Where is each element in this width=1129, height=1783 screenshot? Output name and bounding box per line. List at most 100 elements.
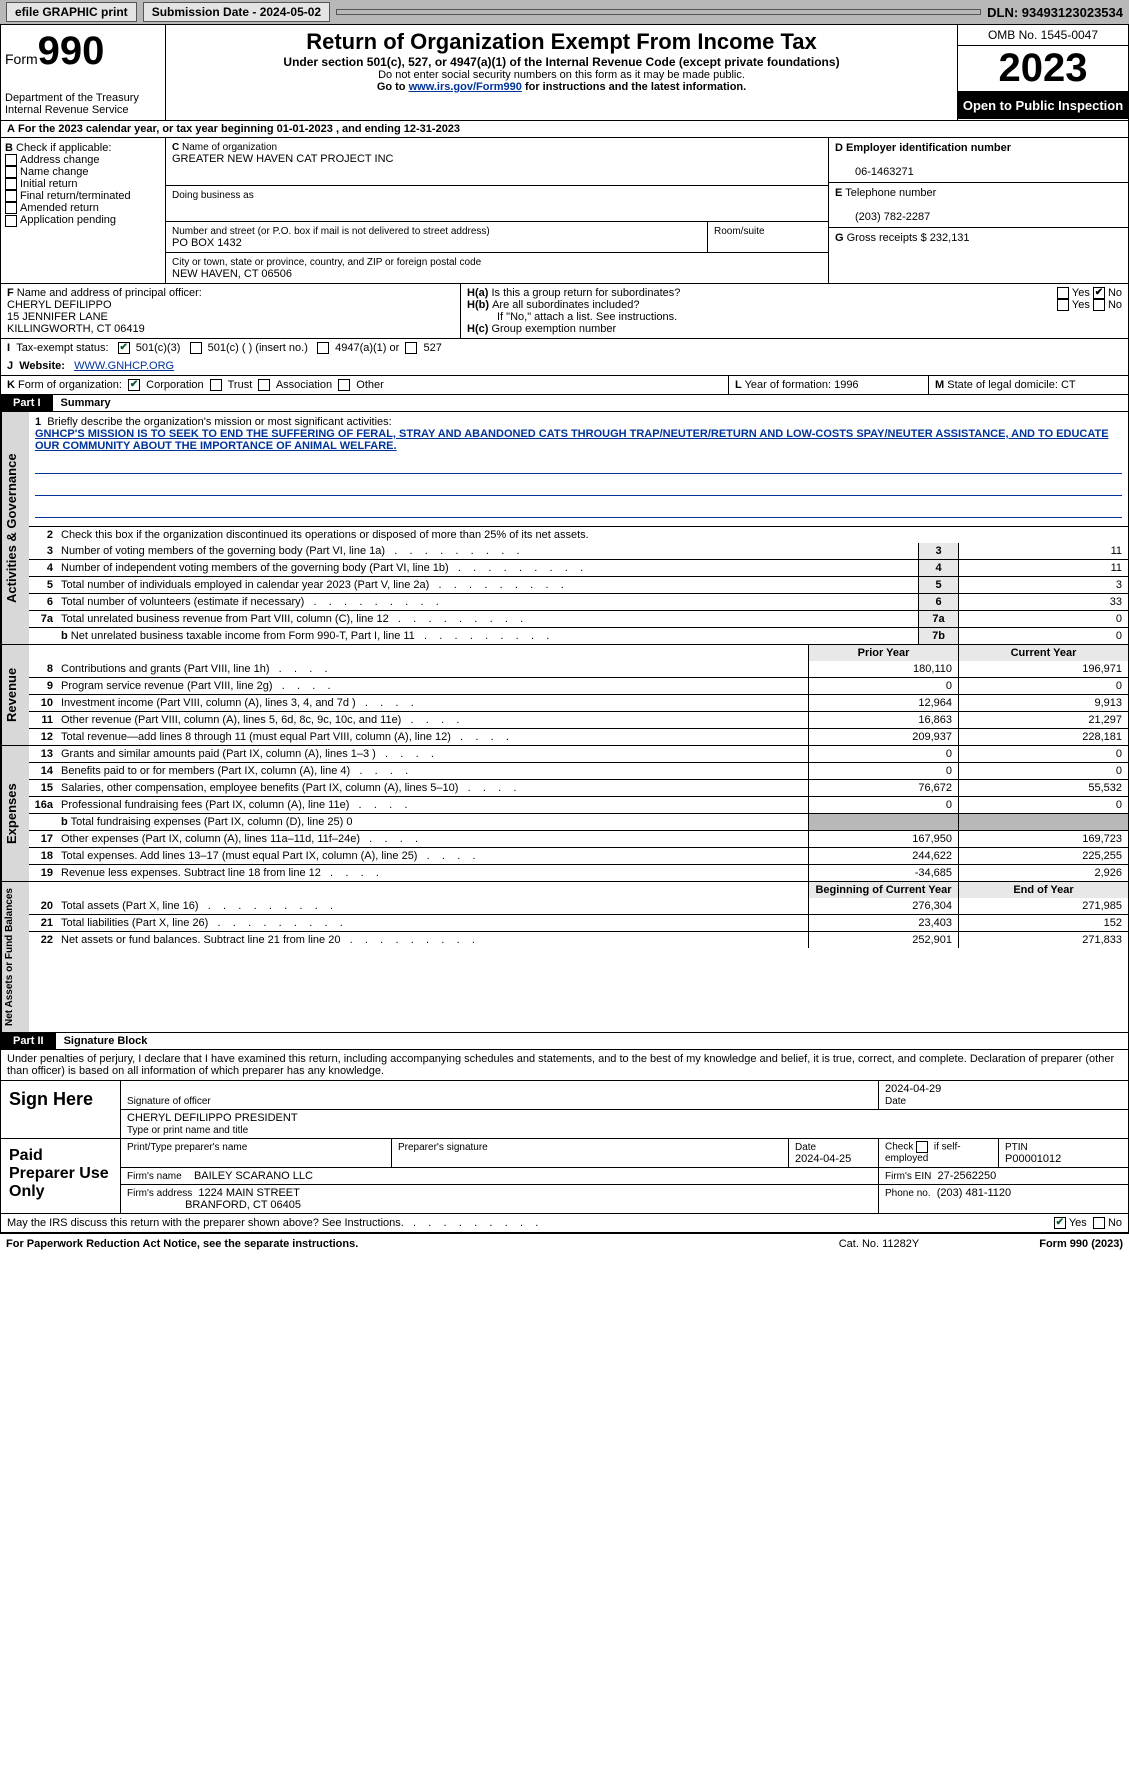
net-lines: 20 Total assets (Part X, line 16) 276,30… bbox=[29, 898, 1128, 948]
current-year-header: Current Year bbox=[958, 645, 1128, 661]
corp: Corporation bbox=[146, 379, 203, 391]
check-pending[interactable] bbox=[5, 215, 17, 227]
rev-line-10: 10 Investment income (Part VIII, column … bbox=[29, 694, 1128, 711]
check-final[interactable] bbox=[5, 190, 17, 202]
prep-sig-cell: Preparer's signature bbox=[391, 1139, 788, 1168]
check-other[interactable] bbox=[338, 379, 350, 391]
net-header: Beginning of Current Year End of Year bbox=[29, 882, 1128, 898]
yes-label: Yes bbox=[1072, 287, 1090, 299]
blank-line-1 bbox=[35, 456, 1122, 474]
assoc: Association bbox=[276, 379, 332, 391]
part-ii-banner: Part II bbox=[1, 1033, 56, 1049]
klm-row: K Form of organization: Corporation Trus… bbox=[0, 376, 1129, 395]
h-a: H(a) Is this a group return for subordin… bbox=[467, 287, 1122, 299]
sig-date: 2024-04-29 bbox=[885, 1083, 941, 1095]
check-assoc[interactable] bbox=[258, 379, 270, 391]
current bbox=[958, 814, 1128, 830]
part-ii-title: Signature Block bbox=[56, 1033, 156, 1049]
gross-label: Gross receipts $ bbox=[847, 232, 927, 244]
opt-initial: Initial return bbox=[20, 178, 77, 190]
check-trust[interactable] bbox=[210, 379, 222, 391]
discuss-yesno: Yes No bbox=[1054, 1217, 1122, 1229]
ha-no[interactable] bbox=[1093, 287, 1105, 299]
footer-left: For Paperwork Reduction Act Notice, see … bbox=[6, 1238, 358, 1250]
revenue-section: Revenue Prior Year Current Year 8 Contri… bbox=[0, 645, 1129, 746]
tax-year-text: For the 2023 calendar year, or tax year … bbox=[18, 123, 460, 135]
num: 14 bbox=[29, 763, 57, 779]
phone-label: Telephone number bbox=[845, 187, 936, 199]
part-i-title: Summary bbox=[53, 395, 119, 411]
exp-line-b: b Total fundraising expenses (Part IX, c… bbox=[29, 813, 1128, 830]
return-title: Return of Organization Exempt From Incom… bbox=[172, 29, 951, 55]
ptin-value: P00001012 bbox=[1005, 1153, 1061, 1165]
check-address-change[interactable] bbox=[5, 154, 17, 166]
revenue-lines: 8 Contributions and grants (Part VIII, l… bbox=[29, 661, 1128, 745]
num: 9 bbox=[29, 678, 57, 694]
officer-name: CHERYL DEFILIPPO bbox=[7, 299, 112, 311]
prior-year-header: Prior Year bbox=[808, 645, 958, 661]
n2: 2 bbox=[29, 527, 57, 543]
check-name-change[interactable] bbox=[5, 166, 17, 178]
net-h-blank bbox=[29, 882, 57, 898]
desc: Grants and similar amounts paid (Part IX… bbox=[57, 746, 808, 762]
current: 0 bbox=[958, 763, 1128, 779]
f-officer: F Name and address of principal officer:… bbox=[1, 284, 461, 338]
phone-value: (203) 782-2287 bbox=[835, 211, 930, 223]
desc: Other expenses (Part IX, column (A), lin… bbox=[57, 831, 808, 847]
hb-yes[interactable] bbox=[1057, 299, 1069, 311]
prior: 180,110 bbox=[808, 661, 958, 677]
expenses-tab: Expenses bbox=[1, 746, 29, 881]
check-corp[interactable] bbox=[128, 379, 140, 391]
l-year-formation: L Year of formation: 1996 bbox=[728, 376, 928, 394]
current: 271,833 bbox=[958, 932, 1128, 948]
desc: Total liabilities (Part X, line 26) bbox=[57, 915, 808, 931]
check-4947[interactable] bbox=[317, 342, 329, 354]
header-right: OMB No. 1545-0047 2023 Open to Public In… bbox=[958, 25, 1128, 120]
ha-yes[interactable] bbox=[1057, 287, 1069, 299]
opt-name: Name change bbox=[20, 166, 89, 178]
check-self-employed[interactable] bbox=[916, 1141, 928, 1153]
ptin-cell: PTIN P00001012 bbox=[998, 1139, 1128, 1168]
desc: b Net unrelated business taxable income … bbox=[57, 628, 918, 644]
check-501c3[interactable] bbox=[118, 342, 130, 354]
website-link[interactable]: WWW.GNHCP.ORG bbox=[74, 360, 174, 372]
efile-button[interactable]: efile GRAPHIC print bbox=[6, 2, 137, 22]
perjury-declaration: Under penalties of perjury, I declare th… bbox=[0, 1050, 1129, 1081]
prep-name-cell: Print/Type preparer's name bbox=[121, 1139, 391, 1168]
website-label: Website: bbox=[19, 360, 65, 372]
expenses-section: Expenses 13 Grants and similar amounts p… bbox=[0, 746, 1129, 882]
goto-post: for instructions and the latest informat… bbox=[522, 81, 746, 93]
firm-ein-label: Firm's EIN bbox=[885, 1171, 931, 1182]
h-block: H(a) Is this a group return for subordin… bbox=[461, 284, 1128, 338]
firm-addr1: 1224 MAIN STREET bbox=[198, 1187, 299, 1199]
check-527[interactable] bbox=[405, 342, 417, 354]
gov-line-b: b Net unrelated business taxable income … bbox=[29, 627, 1128, 644]
check-initial[interactable] bbox=[5, 178, 17, 190]
hb-no[interactable] bbox=[1093, 299, 1105, 311]
check-amended[interactable] bbox=[5, 202, 17, 214]
org-name: GREATER NEW HAVEN CAT PROJECT INC bbox=[172, 153, 393, 165]
gov-line-3: 3 Number of voting members of the govern… bbox=[29, 543, 1128, 559]
netassets-tab: Net Assets or Fund Balances bbox=[1, 882, 29, 1032]
j-website: J Website: WWW.GNHCP.ORG bbox=[1, 357, 1128, 375]
discuss-no[interactable] bbox=[1093, 1217, 1105, 1229]
submission-date-button[interactable]: Submission Date - 2024-05-02 bbox=[143, 2, 330, 22]
i-tax-status: I Tax-exempt status: 501(c)(3) 501(c) ( … bbox=[1, 339, 1128, 357]
part-i-banner: Part I bbox=[1, 395, 53, 411]
revenue-tab: Revenue bbox=[1, 645, 29, 745]
num: 18 bbox=[29, 848, 57, 864]
check-501c[interactable] bbox=[190, 342, 202, 354]
rev-h-desc bbox=[57, 645, 808, 661]
officer-name-cell: CHERYL DEFILIPPO PRESIDENT Type or print… bbox=[121, 1110, 1128, 1138]
h-b: H(b) Are all subordinates included? Yes … bbox=[467, 299, 1122, 311]
officer-name-title: CHERYL DEFILIPPO PRESIDENT bbox=[127, 1112, 298, 1124]
discuss-yes[interactable] bbox=[1054, 1217, 1066, 1229]
gov-line-7a: 7a Total unrelated business revenue from… bbox=[29, 610, 1128, 627]
sig-officer-cell: Signature of officer bbox=[121, 1081, 878, 1110]
rev-h-blank bbox=[29, 645, 57, 661]
prep-date: 2024-04-25 bbox=[795, 1153, 851, 1165]
val: 33 bbox=[958, 594, 1128, 610]
irs-link[interactable]: www.irs.gov/Form990 bbox=[409, 81, 522, 93]
k-label: Form of organization: bbox=[18, 379, 122, 391]
net-line-22: 22 Net assets or fund balances. Subtract… bbox=[29, 931, 1128, 948]
